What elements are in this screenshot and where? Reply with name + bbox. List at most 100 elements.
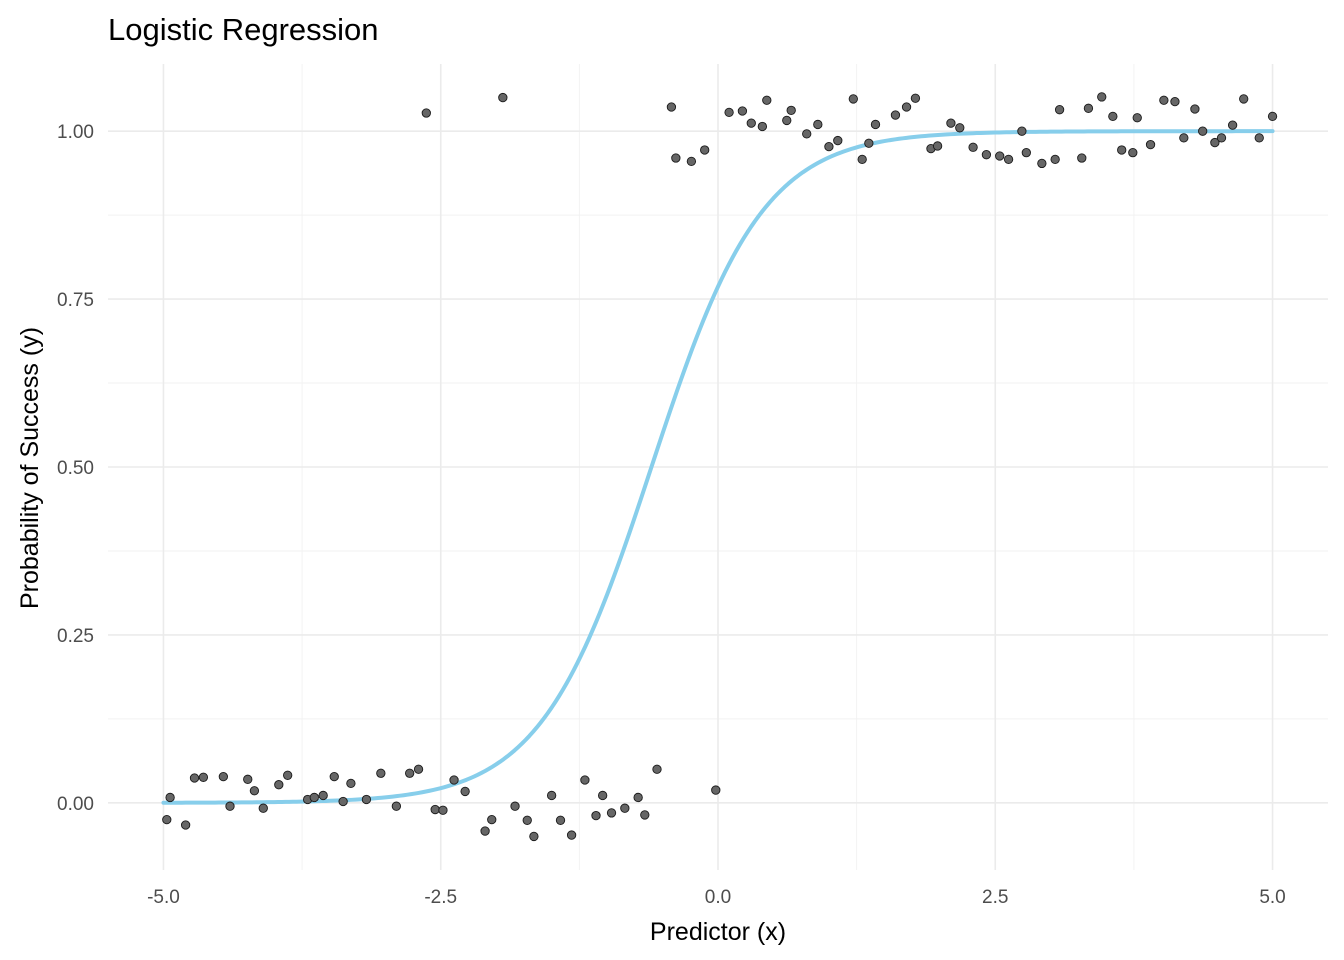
data-point: [198, 772, 209, 782]
data-point: [606, 808, 617, 818]
data-point: [782, 115, 792, 126]
y-axis-title: Probability of Success (y): [16, 327, 44, 609]
data-point: [546, 790, 557, 801]
data-point: [1254, 133, 1264, 143]
data-point: [757, 121, 768, 132]
data-point: [1159, 95, 1169, 105]
data-point: [1190, 104, 1200, 114]
data-point: [591, 810, 601, 821]
data-point: [813, 119, 823, 130]
data-point: [283, 770, 293, 780]
data-point: [1145, 139, 1156, 150]
data-point: [833, 135, 843, 146]
y-tick-label: 0.00: [57, 794, 94, 815]
data-point: [1077, 153, 1087, 163]
data-point: [460, 786, 470, 797]
data-point: [620, 803, 630, 813]
data-point: [1239, 94, 1249, 104]
data-point: [318, 790, 328, 801]
data-point: [274, 780, 284, 790]
data-point: [480, 826, 490, 836]
x-axis-tick-labels: -5.0 -2.5 0.0 2.5 5.0: [147, 887, 1286, 908]
data-point: [309, 792, 319, 803]
data-point: [848, 94, 858, 104]
data-point: [802, 129, 812, 139]
data-point: [498, 92, 508, 103]
data-point: [666, 102, 677, 112]
data-point: [1054, 105, 1065, 115]
y-tick-label: 0.50: [57, 458, 94, 479]
data-point: [162, 814, 172, 825]
data-point: [580, 775, 590, 785]
data-point: [1216, 133, 1227, 143]
data-point: [1037, 158, 1047, 169]
chart-title: Logistic Regression: [108, 12, 379, 47]
data-point: [329, 771, 339, 782]
data-point: [1267, 111, 1278, 122]
data-point: [338, 796, 348, 807]
data-point: [376, 768, 386, 778]
y-tick-label: 0.75: [57, 290, 94, 311]
data-point: [1132, 113, 1142, 123]
data-point: [946, 118, 956, 128]
data-point: [1017, 126, 1027, 136]
data-point: [711, 785, 721, 795]
x-tick-label: -5.0: [147, 887, 180, 908]
fit-curve-layer: [161, 129, 1275, 805]
data-point: [1170, 96, 1180, 107]
data-points-layer: [162, 92, 1278, 842]
data-point: [391, 801, 402, 811]
data-point: [746, 118, 756, 128]
data-point: [1108, 111, 1118, 122]
data-point: [180, 820, 191, 830]
data-point: [857, 154, 867, 165]
data-point: [652, 764, 662, 774]
data-point: [421, 108, 431, 118]
data-point: [864, 138, 874, 148]
data-point: [1021, 148, 1031, 158]
data-point: [686, 156, 697, 167]
data-point: [430, 804, 440, 815]
data-point: [346, 778, 356, 789]
y-tick-label: 0.25: [57, 626, 94, 647]
data-point: [1083, 103, 1094, 113]
data-point: [1097, 92, 1107, 102]
data-point: [438, 805, 448, 815]
data-point: [361, 794, 372, 805]
data-point: [870, 119, 881, 130]
data-point: [218, 771, 228, 782]
data-point: [165, 792, 175, 803]
data-point: [566, 830, 577, 840]
data-point: [405, 768, 415, 778]
data-point: [1050, 154, 1060, 165]
data-point: [633, 792, 643, 803]
data-point: [1198, 126, 1208, 136]
data-point: [598, 790, 608, 801]
data-point: [1128, 148, 1138, 158]
data-point: [932, 141, 943, 151]
data-point: [995, 151, 1005, 161]
y-axis-tick-labels: 0.00 0.25 0.50 0.75 1.00: [57, 122, 94, 815]
data-point: [901, 102, 912, 112]
data-point: [786, 105, 796, 115]
data-point: [700, 145, 710, 155]
data-point: [724, 107, 734, 118]
data-point: [249, 786, 260, 796]
data-point: [510, 801, 520, 811]
x-tick-label: 5.0: [1259, 887, 1285, 908]
x-tick-label: 2.5: [982, 887, 1008, 908]
data-point: [189, 773, 200, 783]
data-point: [522, 815, 532, 825]
data-point: [640, 810, 650, 820]
data-point: [1210, 137, 1220, 148]
data-point: [762, 95, 772, 105]
data-point: [824, 141, 834, 152]
data-point: [737, 106, 748, 116]
data-point: [487, 814, 497, 825]
data-point: [955, 123, 965, 133]
x-tick-label: 0.0: [705, 887, 731, 908]
data-point: [981, 150, 992, 160]
data-point: [449, 775, 459, 785]
data-point: [529, 831, 539, 842]
